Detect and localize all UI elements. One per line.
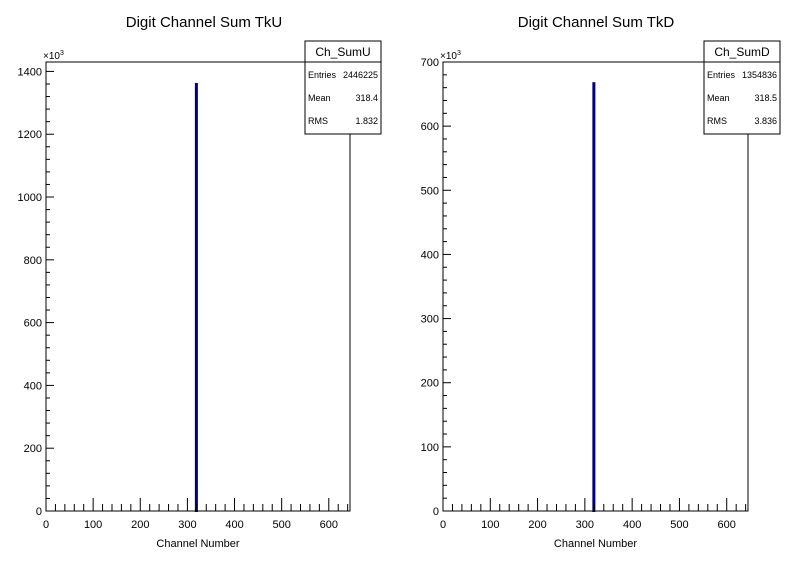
stats-rms-label: RMS [707,116,727,126]
stats-box: Ch_SumU Entries 2446225 Mean 318.4 RMS 1.832 [304,40,382,135]
y-tick-label: 600 [421,121,439,133]
y-tick-label: 400 [421,249,439,261]
y-tick-label: 1400 [18,66,42,78]
x-tick-label: 600 [718,519,736,531]
x-tick-label: 100 [481,519,499,531]
histogram-bar-1 [592,82,596,512]
y-tick-label: 700 [421,57,439,69]
stats-entries-value: 1354836 [742,70,777,80]
x-tick-label: 300 [178,519,196,531]
x-tick-label: 500 [670,519,688,531]
stats-entries-value: 2446225 [343,70,378,80]
x-tick-label: 400 [623,519,641,531]
y-tick-label: 600 [24,318,42,330]
stats-mean-label: Mean [308,93,331,103]
y-axis-multiplier: ×103 [440,50,461,62]
y-tick-label: 1000 [18,192,42,204]
stats-entries-label: Entries [308,70,337,80]
x-tick-label: 400 [225,519,243,531]
chart-panel-2: Digit Channel Sum TkD 0 100 200 300 400 500 600… [421,14,781,550]
x-axis-label: Channel Number [554,538,637,550]
stats-mean-value: 318.4 [355,93,378,103]
plot-frame [442,61,749,512]
plot-frame [45,61,351,512]
y-tick-label: 800 [24,255,42,267]
stats-box-frame [703,40,781,135]
y-tick-label: 200 [421,378,439,390]
chart-panel-1: Digit Channel Sum TkU 0 100 200 300 400 500 600… [18,14,382,550]
stats-mean-label: Mean [707,93,730,103]
y-axis-multiplier: ×103 [43,50,64,62]
y-tick-label: 1200 [18,129,42,141]
y-tick-label: 200 [24,443,42,455]
stats-box: Ch_SumD Entries 1354836 Mean 318.5 RMS 3.836 [703,40,781,135]
x-tick-label: 300 [576,519,594,531]
y-tick-label: 0 [36,506,42,518]
x-tick-label: 100 [84,519,102,531]
stats-entries-label: Entries [707,70,736,80]
y-tick-label: 400 [24,380,42,392]
chart-title: Digit Channel Sum TkD [518,14,675,31]
x-tick-label: 0 [43,519,49,531]
x-tick-label: 0 [440,519,446,531]
histogram-bar-1 [194,82,198,512]
x-tick-label: 200 [528,519,546,531]
y-tick-label: 100 [421,442,439,454]
stats-mean-value: 318.5 [754,93,777,103]
x-tick-label: 600 [320,519,338,531]
stats-histogram-name: Ch_SumD [714,45,770,59]
y-tick-label: 0 [433,506,439,518]
y-tick-label: 500 [421,185,439,197]
chart-title: Digit Channel Sum TkU [126,14,282,31]
x-tick-label: 200 [131,519,149,531]
x-tick-label: 500 [272,519,290,531]
stats-rms-label: RMS [308,116,328,126]
stats-histogram-name: Ch_SumU [315,45,370,59]
stats-box-frame [304,40,382,135]
stats-rms-value: 3.836 [754,116,777,126]
y-tick-label: 300 [421,314,439,326]
x-axis-label: Channel Number [156,538,239,550]
stats-rms-value: 1.832 [355,116,378,126]
